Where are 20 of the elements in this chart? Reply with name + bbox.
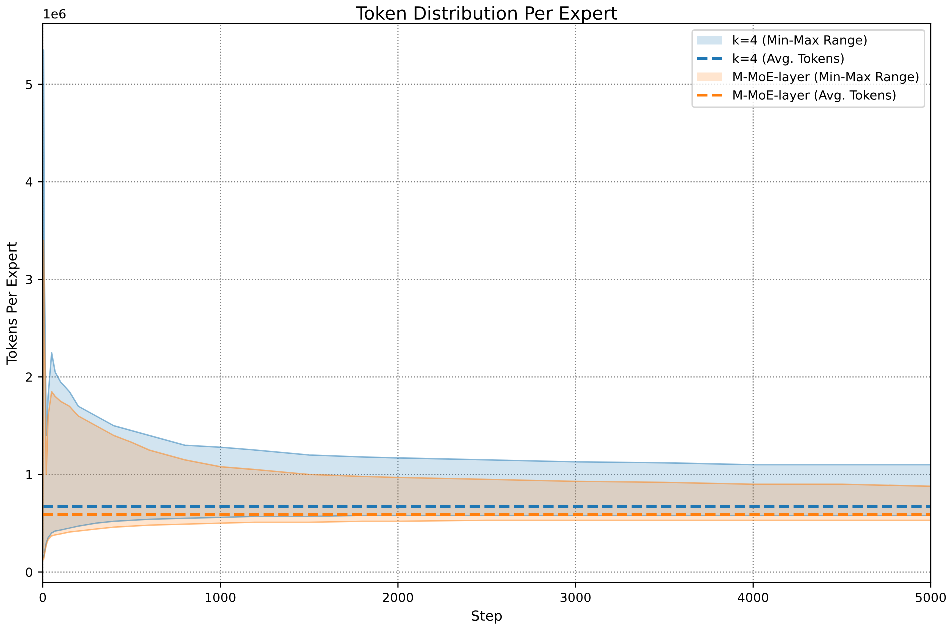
x-tick-label: 3000 — [560, 592, 591, 602]
chart-title: Token Distribution Per Expert — [356, 6, 618, 24]
y-tick-label: 0 — [26, 568, 32, 578]
y-tick-label: 4 — [26, 178, 33, 187]
legend-label: k=4 (Avg. Tokens) — [734, 54, 844, 66]
y-axis-title: Tokens Per Expert — [6, 242, 20, 366]
x-axis-title: Step — [472, 610, 502, 624]
y-tick-label: 5 — [26, 80, 32, 90]
legend-label: k=4 (Min-Max Range) — [734, 35, 867, 48]
x-tick-label: 5000 — [916, 592, 946, 602]
x-tick-label: 0 — [40, 592, 46, 602]
x-tick-label: 4000 — [738, 592, 768, 602]
y-tick-label: 2 — [26, 372, 32, 382]
y-tick-label: 1 — [26, 470, 32, 480]
text: 1e6 — [44, 9, 66, 19]
y-tick-label: 3 — [26, 275, 32, 285]
legend-label: M-MoE-layer (Avg. Tokens) — [734, 90, 896, 102]
legend-label: M-MoE-layer (Min-Max Range) — [734, 72, 919, 84]
x-tick-label: 2000 — [383, 592, 414, 602]
x-tick-label: 1000 — [206, 592, 236, 602]
